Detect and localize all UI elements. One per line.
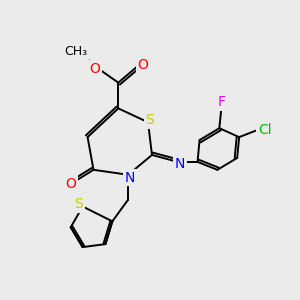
Text: O: O [89, 62, 100, 76]
Text: O: O [138, 58, 148, 72]
Text: N: N [175, 157, 185, 171]
Text: Cl: Cl [258, 123, 272, 137]
Text: F: F [217, 95, 225, 110]
Text: O: O [65, 177, 76, 191]
Text: S: S [74, 197, 83, 212]
Text: N: N [125, 171, 135, 185]
Text: O: O [68, 45, 79, 59]
Text: S: S [146, 113, 154, 127]
Text: CH₃: CH₃ [64, 45, 87, 58]
